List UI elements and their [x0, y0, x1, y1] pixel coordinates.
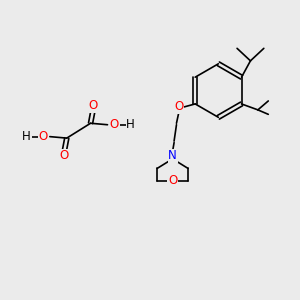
Text: O: O: [174, 100, 184, 113]
Text: O: O: [60, 149, 69, 162]
Text: O: O: [110, 118, 119, 131]
Text: N: N: [168, 149, 177, 162]
Text: H: H: [22, 130, 31, 143]
Text: O: O: [88, 99, 98, 112]
Text: H: H: [126, 118, 135, 131]
Text: O: O: [38, 130, 48, 143]
Text: O: O: [168, 174, 177, 188]
